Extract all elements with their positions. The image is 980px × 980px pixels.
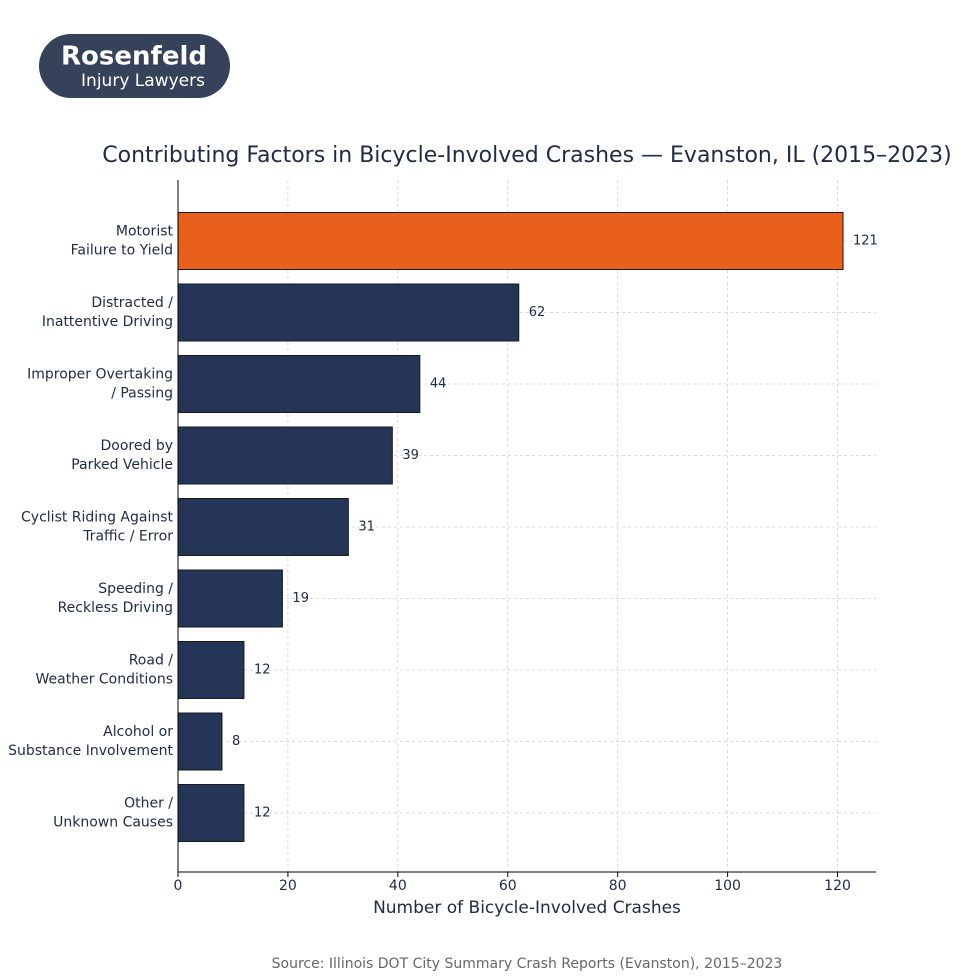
y-tick-label: Failure to Yield (71, 243, 173, 259)
logo-badge (39, 34, 230, 98)
y-tick-label: Alcohol or (103, 724, 173, 740)
bar (177, 569, 283, 628)
y-tick-label: Distracted / (91, 295, 173, 311)
y-tick-label: Substance Involvement (8, 743, 173, 759)
x-axis-label: Number of Bicycle-Involved Crashes (373, 898, 681, 918)
value-label: 12 (254, 806, 271, 821)
bar (177, 641, 245, 699)
bar (177, 212, 844, 270)
x-tick-label: 60 (499, 878, 517, 894)
x-tick-label: 20 (279, 878, 297, 894)
y-tick-label: Parked Vehicle (71, 457, 173, 473)
logo-name: Rosenfeld (61, 42, 207, 72)
y-tick-label: Road / (129, 653, 174, 669)
bar (177, 712, 223, 771)
logo-tagline: Injury Lawyers (81, 71, 205, 91)
x-tick-label: 120 (824, 878, 851, 894)
y-tick-label: Speeding / (98, 581, 173, 597)
value-label: 62 (529, 305, 546, 320)
y-tick-label: Weather Conditions (36, 672, 174, 688)
y-tick-label: Cyclist Riding Against (21, 510, 173, 526)
value-label: 31 (358, 520, 375, 535)
value-label: 121 (853, 234, 878, 249)
y-tick-label: Traffic / Error (82, 529, 173, 545)
y-tick-label: / Passing (111, 386, 173, 402)
source: Source: Illinois DOT City Summary Crash … (272, 956, 783, 972)
y-tick-label: Reckless Driving (58, 600, 173, 616)
x-tick-label: 40 (389, 878, 407, 894)
bar (177, 498, 349, 556)
bar (177, 426, 393, 485)
bar (177, 283, 520, 342)
x-tick-label: 100 (714, 878, 741, 894)
value-label: 12 (254, 663, 271, 678)
y-tick-label: Improper Overtaking (27, 367, 173, 383)
y-tick-label: Doored by (101, 438, 173, 454)
x-tick-label: 80 (609, 878, 627, 894)
y-tick-label: Motorist (116, 224, 174, 240)
value-label: 8 (232, 734, 240, 749)
value-label: 39 (402, 448, 419, 463)
chart-title: Contributing Factors in Bicycle-Involved… (102, 143, 951, 168)
value-label: 19 (292, 591, 309, 606)
y-tick-label: Other / (124, 796, 173, 812)
value-label: 44 (430, 377, 447, 392)
x-tick-label: 0 (174, 878, 183, 894)
y-tick-label: Unknown Causes (53, 815, 173, 831)
y-tick-label: Inattentive Driving (42, 314, 173, 330)
bar (177, 784, 245, 842)
bar (177, 355, 421, 413)
